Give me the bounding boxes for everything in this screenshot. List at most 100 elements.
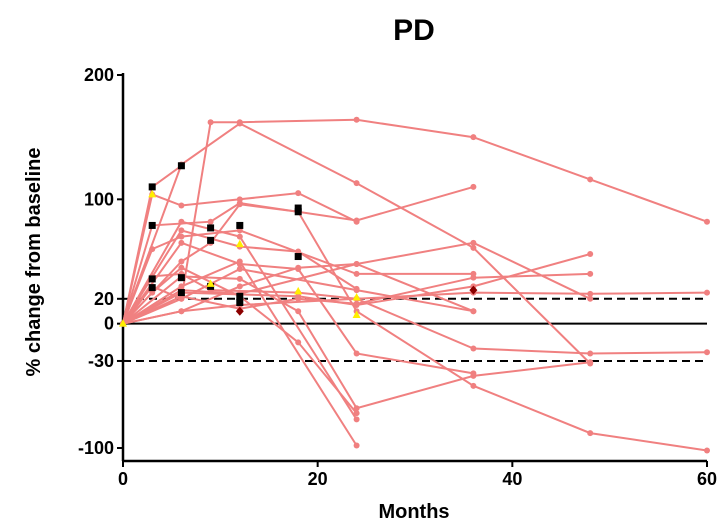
x-axis-label: Months bbox=[378, 501, 449, 523]
data-point bbox=[353, 405, 360, 412]
data-point bbox=[178, 202, 185, 209]
data-point bbox=[470, 183, 477, 190]
data-point bbox=[353, 350, 360, 357]
data-point bbox=[295, 339, 302, 346]
data-point bbox=[587, 251, 594, 258]
data-point bbox=[587, 430, 594, 437]
series-line bbox=[122, 241, 474, 375]
black-square-marker bbox=[236, 299, 244, 307]
data-point bbox=[587, 295, 594, 302]
yellow-triangle-marker bbox=[352, 293, 361, 301]
y-tick-label: 200 bbox=[84, 65, 114, 85]
black-square-marker bbox=[236, 221, 244, 229]
data-point bbox=[353, 442, 360, 449]
black-square-marker bbox=[148, 221, 156, 229]
chart-title: PD bbox=[393, 14, 435, 47]
series-line bbox=[122, 260, 358, 447]
data-point bbox=[587, 359, 594, 366]
dark-diamond-marker bbox=[235, 306, 244, 316]
dark-diamond-marker bbox=[469, 285, 478, 295]
y-tick-label: 20 bbox=[94, 289, 114, 309]
black-square-marker bbox=[177, 289, 185, 297]
y-axis-label: % change from baseline bbox=[23, 148, 45, 377]
data-point bbox=[470, 134, 477, 141]
data-point bbox=[236, 233, 243, 240]
data-point bbox=[295, 190, 302, 197]
yellow-triangle-marker bbox=[352, 310, 361, 318]
yellow-triangle-marker bbox=[148, 189, 157, 198]
black-square-marker bbox=[207, 236, 215, 244]
data-point bbox=[353, 217, 360, 224]
black-square-marker bbox=[236, 292, 244, 300]
data-point bbox=[295, 264, 302, 271]
black-square-marker bbox=[294, 253, 302, 261]
data-point bbox=[236, 120, 243, 127]
data-point bbox=[353, 287, 360, 294]
data-point bbox=[178, 227, 185, 234]
data-point bbox=[207, 119, 214, 126]
data-point bbox=[178, 308, 185, 315]
black-square-marker bbox=[148, 183, 156, 191]
data-point bbox=[353, 416, 360, 423]
x-tick-label: 60 bbox=[697, 469, 717, 489]
data-point bbox=[236, 265, 243, 272]
data-point bbox=[704, 447, 710, 454]
data-point bbox=[236, 275, 243, 282]
series-line bbox=[122, 262, 474, 325]
data-point bbox=[704, 349, 710, 356]
data-point bbox=[587, 176, 594, 183]
data-point bbox=[295, 308, 302, 315]
black-square-marker bbox=[177, 274, 185, 282]
data-point bbox=[353, 270, 360, 277]
black-square-marker bbox=[148, 275, 156, 283]
data-point bbox=[178, 239, 185, 246]
black-square-marker bbox=[207, 224, 215, 232]
data-point bbox=[178, 283, 185, 290]
data-point bbox=[236, 283, 243, 290]
data-point bbox=[470, 308, 477, 315]
data-point bbox=[587, 350, 594, 357]
data-point bbox=[470, 270, 477, 277]
data-point bbox=[178, 233, 185, 240]
data-point bbox=[704, 289, 710, 296]
x-tick-label: 0 bbox=[118, 469, 128, 489]
data-point bbox=[236, 258, 243, 265]
data-point bbox=[470, 372, 477, 379]
series-line bbox=[122, 185, 474, 324]
data-point bbox=[587, 270, 594, 277]
data-point bbox=[470, 244, 477, 251]
data-point bbox=[353, 116, 360, 123]
y-tick-label: 0 bbox=[104, 314, 114, 334]
yellow-triangle-marker bbox=[294, 286, 303, 295]
data-point bbox=[236, 201, 243, 208]
data-point bbox=[353, 180, 360, 187]
black-square-marker bbox=[294, 208, 302, 216]
data-point bbox=[353, 300, 360, 307]
data-point bbox=[353, 410, 360, 417]
data-point bbox=[149, 246, 156, 253]
data-point bbox=[178, 218, 185, 225]
data-point bbox=[470, 345, 477, 352]
yellow-triangle-marker bbox=[235, 239, 244, 248]
series-line bbox=[122, 229, 474, 325]
data-point bbox=[178, 258, 185, 265]
series-line bbox=[122, 122, 591, 365]
y-tick-label: 100 bbox=[84, 189, 114, 209]
data-point bbox=[178, 264, 185, 271]
data-point bbox=[470, 382, 477, 389]
black-square-marker bbox=[177, 162, 185, 170]
x-tick-label: 40 bbox=[502, 469, 522, 489]
yellow-triangle-marker bbox=[206, 279, 215, 287]
y-tick-label: -30 bbox=[88, 351, 114, 371]
y-tick-label: -100 bbox=[78, 438, 114, 458]
yellow-triangle-marker bbox=[119, 319, 127, 327]
x-tick-label: 20 bbox=[308, 469, 328, 489]
data-point bbox=[587, 290, 594, 297]
data-point bbox=[704, 218, 710, 225]
data-point bbox=[295, 295, 302, 302]
series-line bbox=[122, 297, 708, 355]
black-square-marker bbox=[148, 284, 156, 292]
series-line bbox=[122, 192, 358, 324]
